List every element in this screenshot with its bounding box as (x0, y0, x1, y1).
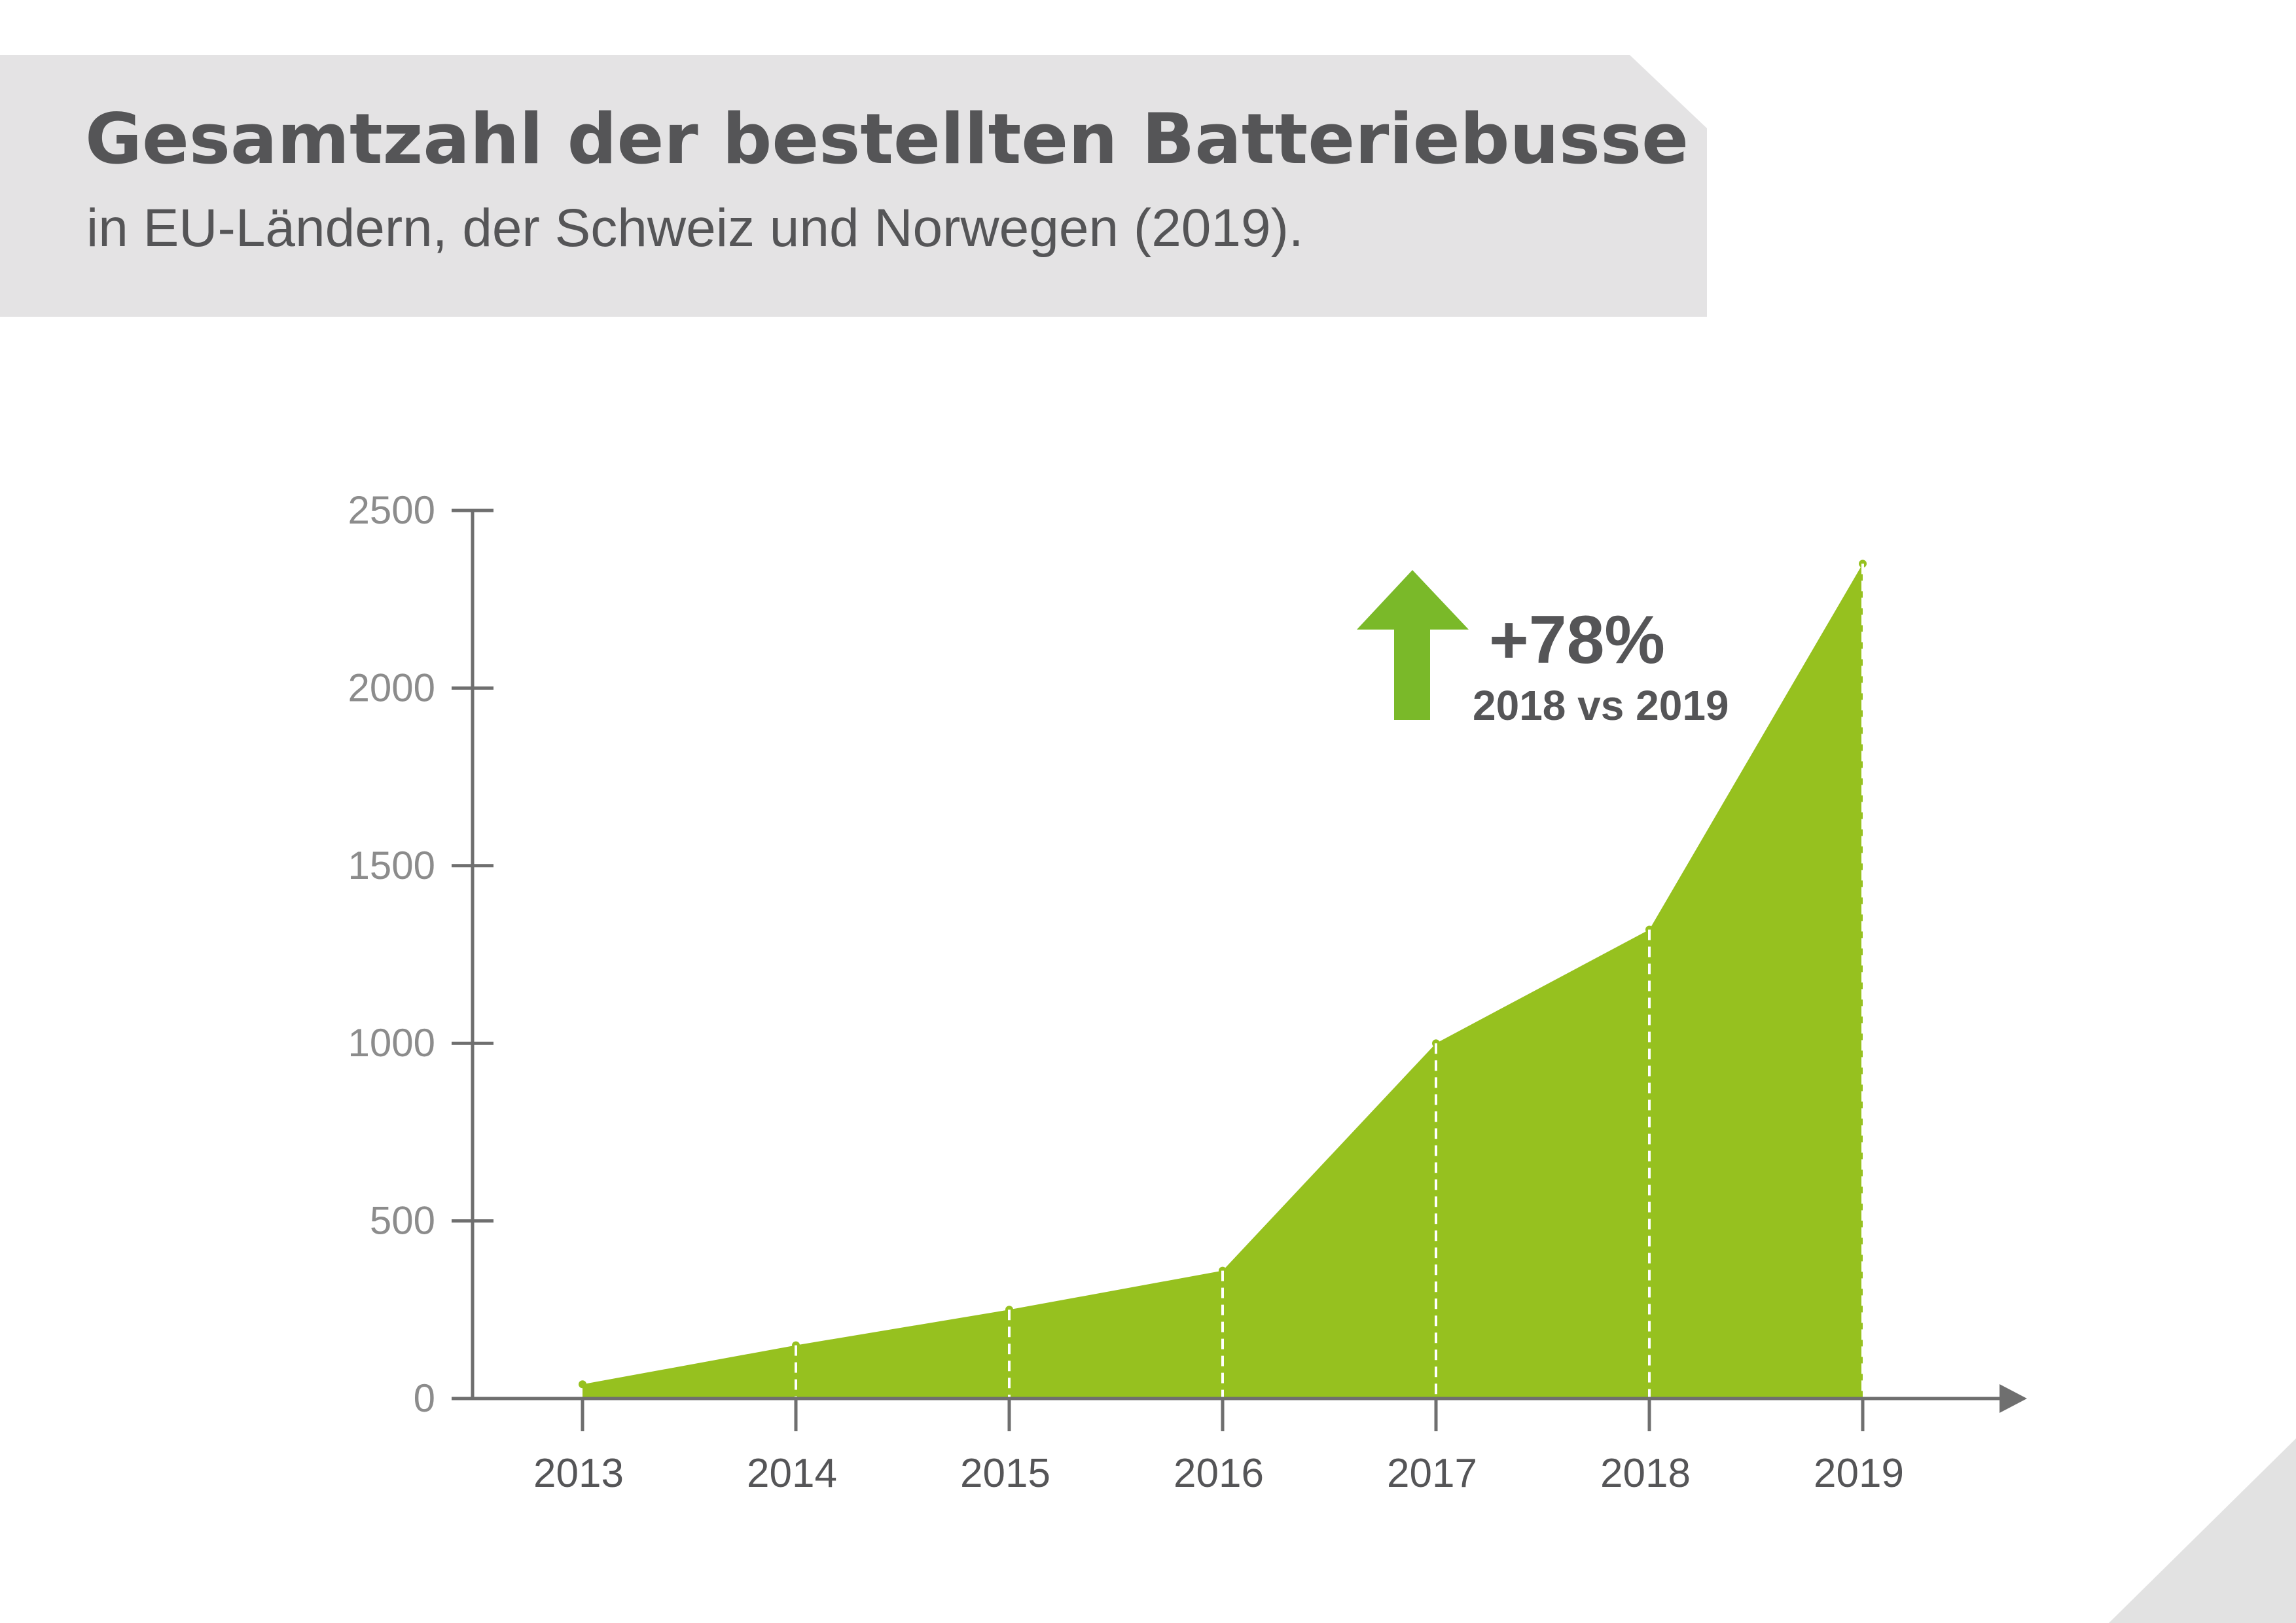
y-tick-label: 2500 (348, 488, 435, 532)
data-point (579, 1380, 586, 1389)
x-tick-label: 2017 (1387, 1451, 1477, 1496)
y-tick-label: 0 (414, 1376, 435, 1420)
y-tick-label: 500 (370, 1199, 435, 1243)
x-tick-layer: 2013 2014 2015 2016 2017 2018 2019 (533, 1399, 1904, 1496)
x-tick-label: 2016 (1174, 1451, 1264, 1496)
title-banner (0, 55, 1707, 317)
data-area (583, 563, 1863, 1399)
x-tick-label: 2018 (1600, 1451, 1691, 1496)
x-tick-label: 2015 (960, 1451, 1050, 1496)
area-layer (583, 563, 1863, 1399)
axis-layer (471, 510, 2027, 1413)
page-subtitle: in EU-Ländern, der Schweiz und Norwegen … (86, 198, 1304, 258)
growth-callout: +78% 2018 vs 2019 (1357, 570, 1729, 729)
x-axis-arrow-icon (2000, 1384, 2027, 1413)
page-title: Gesamtzahl der bestellten Batteriebusse (85, 99, 1689, 179)
y-tick-label: 1500 (348, 844, 435, 887)
x-tick-label: 2019 (1814, 1451, 1904, 1496)
year-marker-layer (579, 560, 1867, 1399)
y-tick-layer: 0 500 1000 1500 2000 2500 (348, 488, 493, 1420)
corner-decoration (2109, 1438, 2296, 1623)
growth-comparison: 2018 vs 2019 (1473, 682, 1729, 729)
arrow-up-icon (1357, 570, 1469, 720)
growth-value: +78% (1489, 602, 1665, 678)
y-tick-label: 2000 (348, 666, 435, 709)
x-tick-label: 2014 (747, 1451, 837, 1496)
y-tick-label: 1000 (348, 1021, 435, 1065)
x-tick-label: 2013 (533, 1451, 624, 1496)
